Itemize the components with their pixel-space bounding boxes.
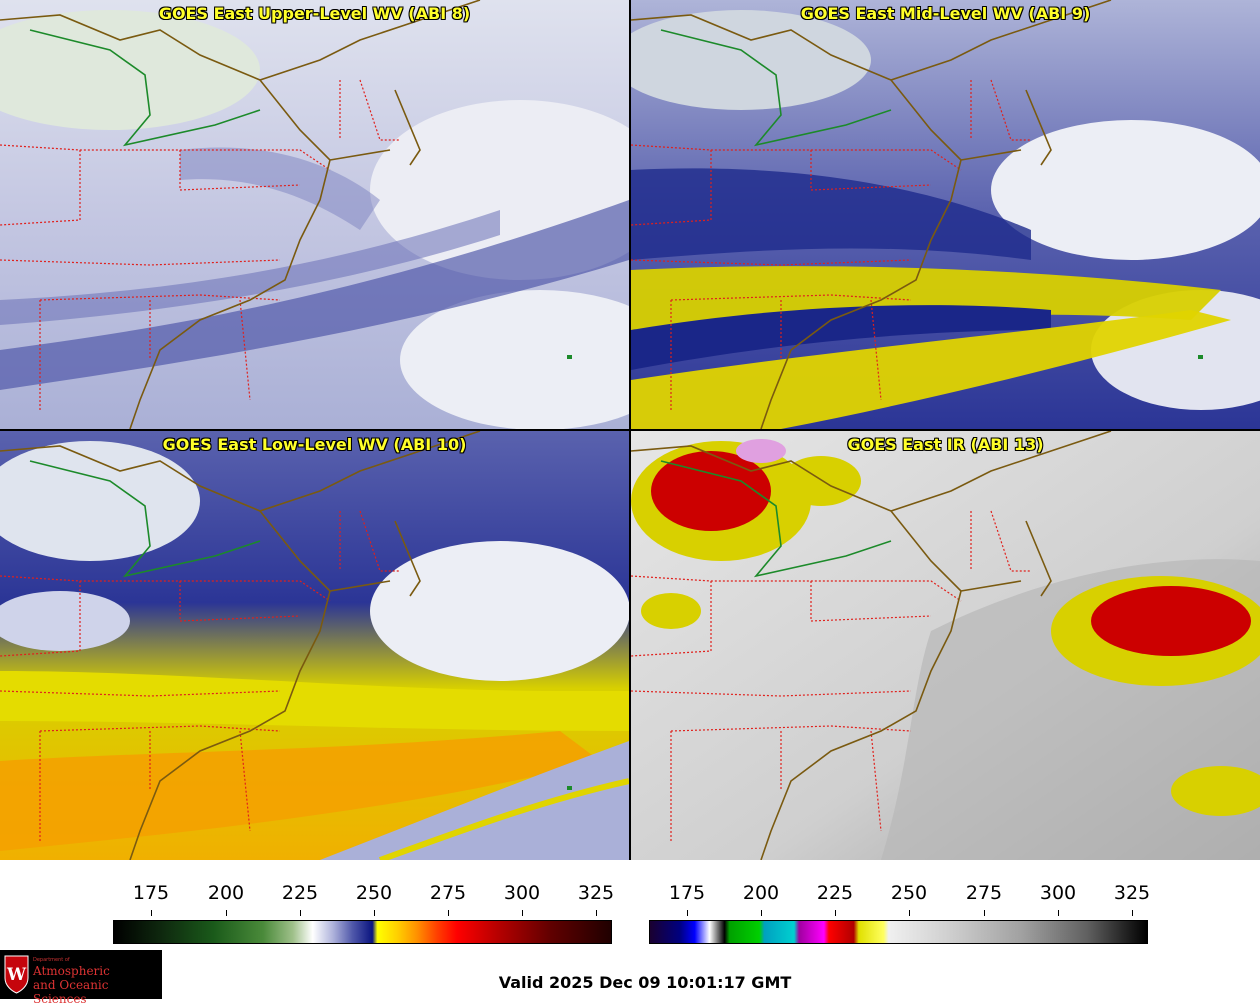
uw-shield-icon: W [4, 955, 29, 994]
panel-title: GOES East Low-Level WV (ABI 10) [162, 435, 467, 454]
wv-tick-mark [151, 910, 152, 916]
wv-tick-mark [300, 910, 301, 916]
ir-tick-label: 325 [1113, 882, 1151, 904]
ir-colorbar-gradient [649, 920, 1148, 944]
ir-tick-label: 175 [668, 882, 706, 904]
wv-tick-label: 300 [503, 882, 541, 904]
ir-tick-mark [909, 910, 910, 916]
ir-tick-mark [1132, 910, 1133, 916]
ir-tick-label: 200 [742, 882, 780, 904]
wv-tick-mark [448, 910, 449, 916]
ir-tick-label: 300 [1039, 882, 1077, 904]
ir-tick-label: 250 [890, 882, 928, 904]
ir-tick-mark [761, 910, 762, 916]
ir-colorbar-ticks: 175 200 225 250 275 300 325 [649, 882, 1151, 916]
wv-colorbar-ticks: 175 200 225 250 275 300 325 [113, 882, 615, 916]
wv-tick-label: 175 [132, 882, 170, 904]
wv-tick-label: 275 [429, 882, 467, 904]
shield-letter: W [6, 965, 27, 985]
ir-tick-mark [687, 910, 688, 916]
wv-tick-label: 200 [207, 882, 245, 904]
ir-tick-mark [835, 910, 836, 916]
panel-grid: GOES East Upper-Level WV (ABI 8) [0, 0, 1260, 860]
ir-colorbar: 175 200 225 250 275 300 325 [649, 882, 1151, 944]
wv-tick-mark [522, 910, 523, 916]
panel-title: GOES East IR (ABI 13) [847, 435, 1044, 454]
ir-image [631, 431, 1260, 860]
ir-tick-mark [984, 910, 985, 916]
panel-title: GOES East Upper-Level WV (ABI 8) [158, 4, 471, 23]
low-level-wv-image [0, 431, 629, 860]
logo-line1: Atmospheric [33, 964, 110, 978]
ir-tick-mark [1058, 910, 1059, 916]
logo-small-text: Department of [33, 957, 70, 963]
wv-tick-label: 250 [355, 882, 393, 904]
upper-level-wv-image [0, 0, 629, 429]
wv-tick-label: 225 [281, 882, 319, 904]
wv-tick-mark [374, 910, 375, 916]
wv-colorbar: 175 200 225 250 275 300 325 [113, 882, 615, 944]
ir-tick-label: 275 [965, 882, 1003, 904]
wv-colorbar-gradient [113, 920, 612, 944]
wv-tick-mark [596, 910, 597, 916]
wv-tick-mark [226, 910, 227, 916]
panel-low-level-wv: GOES East Low-Level WV (ABI 10) [0, 431, 629, 860]
ir-tick-label: 225 [816, 882, 854, 904]
aos-logo: W Department of Atmospheric and Oceanic … [0, 950, 162, 1006]
wv-tick-label: 325 [577, 882, 615, 904]
panel-ir: GOES East IR (ABI 13) [631, 431, 1260, 860]
mid-level-wv-image [631, 0, 1260, 429]
panel-mid-level-wv: GOES East Mid-Level WV (ABI 9) [631, 0, 1260, 429]
valid-time: Valid 2025 Dec 09 10:01:17 GMT [498, 973, 792, 992]
panel-upper-level-wv: GOES East Upper-Level WV (ABI 8) [0, 0, 629, 429]
panel-title: GOES East Mid-Level WV (ABI 9) [800, 4, 1091, 23]
